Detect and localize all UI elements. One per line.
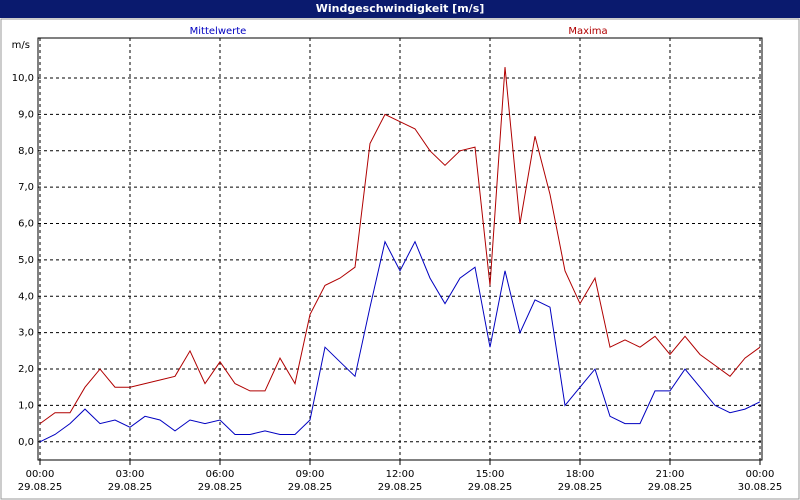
y-tick-label: 8,0: [18, 146, 34, 157]
y-tick-label: 9,0: [18, 109, 34, 120]
y-tick-label: 5,0: [18, 255, 34, 266]
y-tick-label: 2,0: [18, 364, 34, 375]
y-tick-label: 3,0: [18, 328, 34, 339]
data-line: [39, 67, 761, 425]
data-line: [39, 240, 761, 443]
x-tick-label: 15:00 29.08.25: [467, 469, 513, 493]
legend-entry: Mittelwerte: [190, 26, 247, 37]
y-tick-label: 10,0: [12, 73, 34, 84]
y-tick-label: 4,0: [18, 291, 34, 302]
x-tick-label: 12:00 29.08.25: [377, 469, 423, 493]
x-tick-label: 06:00 29.08.25: [197, 469, 243, 493]
y-tick-label: 6,0: [18, 219, 34, 230]
legend-entry: Maxima: [568, 26, 607, 37]
y-axis-label: m/s: [12, 40, 30, 51]
x-tick-label: 09:00 29.08.25: [287, 469, 333, 493]
y-tick-label: 0,0: [18, 437, 34, 448]
x-tick-label: 00:00 29.08.25: [17, 469, 63, 493]
y-tick-label: 7,0: [18, 182, 34, 193]
chart-title: Windgeschwindigkeit [m/s]: [0, 0, 800, 18]
x-tick-label: 00:00 30.08.25: [737, 469, 783, 493]
frame: [0, 18, 800, 500]
x-tick-label: 21:00 29.08.25: [647, 469, 693, 493]
x-tick-label: 03:00 29.08.25: [107, 469, 153, 493]
x-tick-label: 18:00 29.08.25: [557, 469, 603, 493]
y-tick-label: 1,0: [18, 400, 34, 411]
